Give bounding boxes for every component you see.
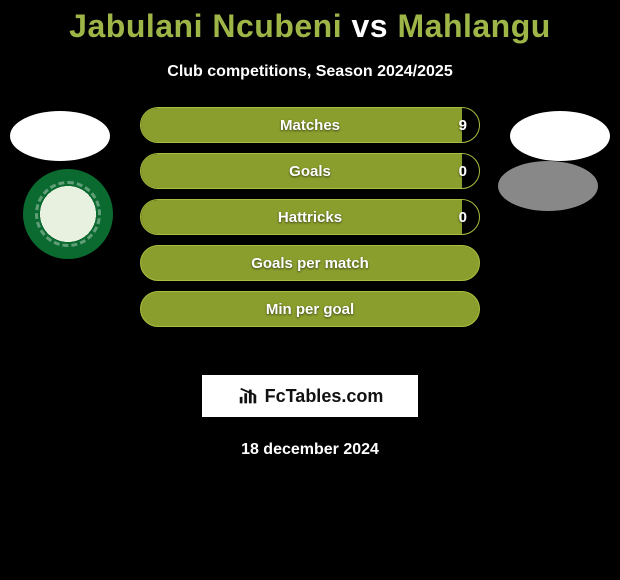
stat-row: Goals0	[140, 153, 480, 189]
chart-bar-icon	[237, 385, 259, 407]
player2-avatar	[510, 111, 610, 161]
stat-row-value-right: 0	[459, 154, 467, 188]
stat-row-value-right: 9	[459, 108, 467, 142]
player1-club-badge	[23, 169, 113, 259]
player2-club-badge	[498, 161, 598, 211]
player1-avatar	[10, 111, 110, 161]
banner-text: FcTables.com	[265, 386, 384, 407]
stat-row-label: Matches	[141, 108, 479, 142]
stat-row-value-right: 0	[459, 200, 467, 234]
stat-row-label: Goals per match	[141, 246, 479, 280]
player1-name: Jabulani Ncubeni	[69, 8, 342, 44]
stat-row-label: Goals	[141, 154, 479, 188]
player2-name: Mahlangu	[397, 8, 550, 44]
stats-area: Matches9Goals0Hattricks0Goals per matchM…	[0, 121, 620, 361]
stat-row: Min per goal	[140, 291, 480, 327]
stat-row: Matches9	[140, 107, 480, 143]
snapshot-date: 18 december 2024	[0, 441, 620, 459]
vs-separator: vs	[352, 8, 389, 44]
comparison-title: Jabulani Ncubeni vs Mahlangu	[0, 0, 620, 45]
source-banner[interactable]: FcTables.com	[202, 375, 418, 417]
stat-row-label: Min per goal	[141, 292, 479, 326]
season-subtitle: Club competitions, Season 2024/2025	[0, 63, 620, 81]
stat-rows: Matches9Goals0Hattricks0Goals per matchM…	[140, 107, 480, 337]
stat-row: Hattricks0	[140, 199, 480, 235]
stat-row-label: Hattricks	[141, 200, 479, 234]
stat-row: Goals per match	[140, 245, 480, 281]
